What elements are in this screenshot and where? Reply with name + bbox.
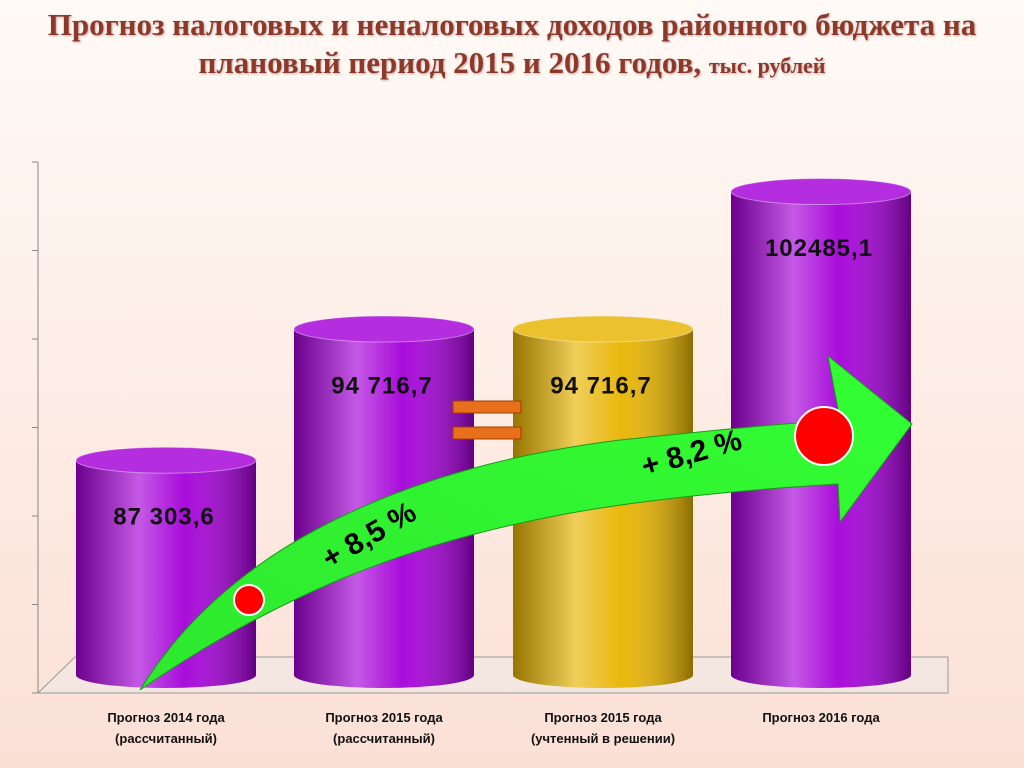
equals-sign [452,400,522,414]
value-label: 102485,1 [765,235,873,262]
bar-top-shade [76,447,256,474]
x-tick-label: Прогноз 2015 года (учтенный в решении) [530,710,676,746]
chart-title: Прогноз налоговых и неналоговых доходов … [47,7,977,80]
unit: тыс. рублей [708,53,826,78]
growth-arrow [139,354,913,691]
floor [36,656,949,694]
bar-top [512,315,694,343]
chart-title-block: Прогноз налоговых и неналоговых доходов … [20,6,1004,85]
x-tick-label: Прогноз 2015 года (рассчитанный) [325,710,443,746]
bar-top-shade [513,316,693,343]
marker [233,584,265,616]
bar-top-shade [294,316,474,343]
value-label: 87 303,6 [113,504,214,531]
bar-shade [76,460,256,675]
bar-top [75,446,257,474]
bar-top [293,315,475,343]
x-tick-label: Прогноз 2016 года [762,710,880,725]
x-tick-label: Прогноз 2014 года (рассчитанный) [107,710,225,746]
bar-group: 87 303,6 [75,446,257,688]
value-label: 94 716,7 [550,372,651,399]
marker [794,406,854,466]
bar-top [730,178,912,206]
value-label: 94 716,7 [331,372,432,399]
equals-sign [452,426,522,440]
overlay: + 8,5 % + 8,2 % [139,354,913,691]
bar-top-shade [731,178,911,205]
